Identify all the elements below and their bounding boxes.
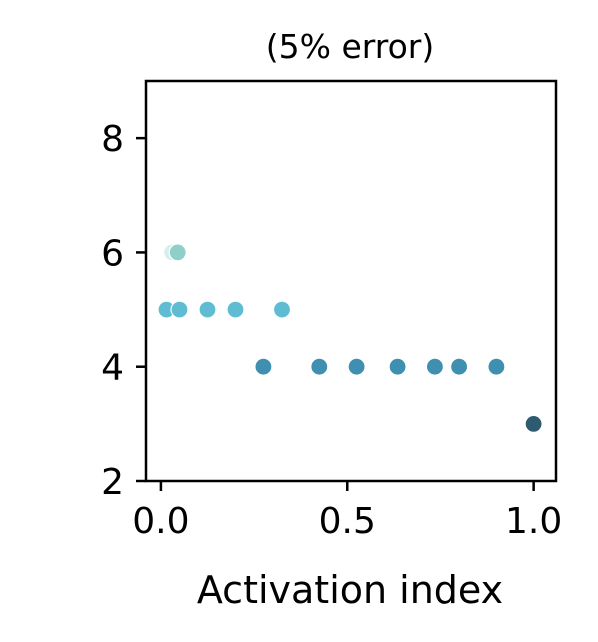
- data-point: [168, 243, 187, 262]
- chart-title: (5% error): [266, 27, 434, 66]
- data-point: [272, 300, 292, 319]
- x-axis: 0.0 0.5 1.0: [132, 481, 562, 542]
- x-tick-label: 0.0: [132, 501, 189, 542]
- y-tick-label: 8: [101, 119, 124, 160]
- y-tick-label: 4: [101, 348, 124, 389]
- y-tick-label: 6: [101, 233, 124, 274]
- x-axis-title: Activation index: [197, 568, 503, 612]
- x-tick-label: 1.0: [505, 501, 562, 542]
- data-point: [388, 357, 407, 376]
- data-point: [198, 300, 217, 319]
- x-tick-label: 0.5: [319, 501, 376, 542]
- data-point: [524, 414, 543, 433]
- data-point: [450, 357, 469, 376]
- data-point: [226, 300, 245, 319]
- data-point: [425, 357, 444, 376]
- data-point: [170, 300, 189, 319]
- data-point: [347, 357, 366, 376]
- data-point: [487, 357, 506, 376]
- y-tick-label: 2: [101, 462, 124, 503]
- y-axis: 2 4 6 8: [101, 119, 146, 503]
- plot-area-frame: [144, 79, 558, 483]
- data-point: [310, 357, 329, 376]
- data-point: [254, 357, 273, 376]
- points-layer: [157, 243, 543, 433]
